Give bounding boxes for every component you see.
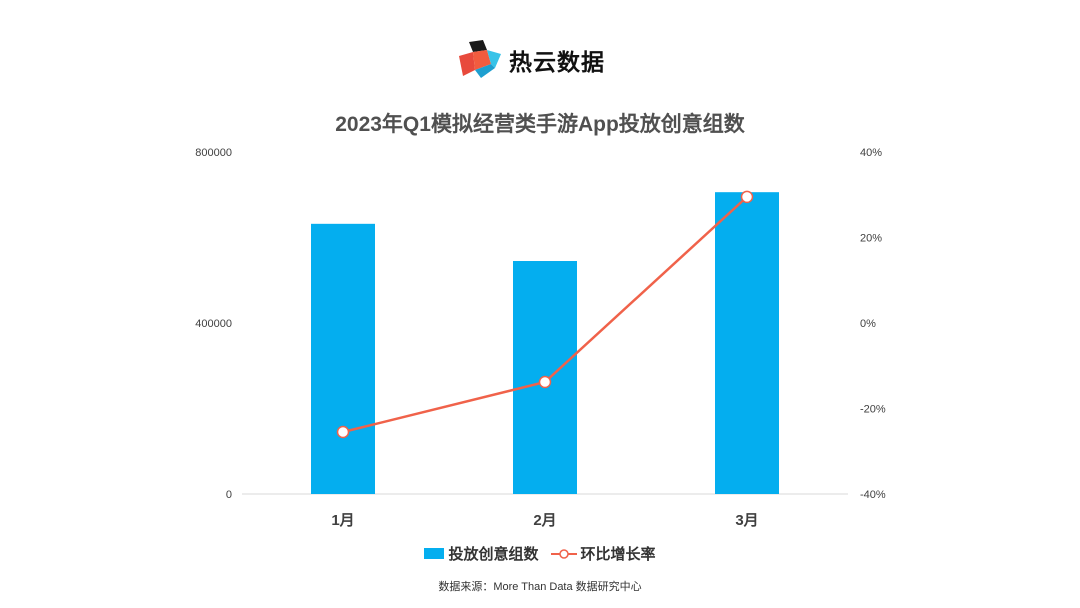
right-axis-tick-label: 20% — [860, 233, 882, 245]
data-source-note: 数据来源：More Than Data 数据研究中心 — [438, 581, 642, 593]
left-axis-tick-label: 0 — [226, 489, 232, 501]
growth-rate-point — [538, 375, 552, 389]
x-axis-category-label: 3月 — [735, 512, 758, 529]
brand-cube-icon — [459, 40, 501, 78]
legend-bar-swatch — [424, 548, 445, 559]
x-axis-category-label: 2月 — [533, 512, 556, 529]
brand-logo: 热云数据 — [455, 38, 605, 82]
growth-rate-point — [336, 425, 350, 439]
right-axis-tick-label: -20% — [860, 404, 886, 416]
chart-legend: 投放创意组数 环比增长率 — [0, 543, 1080, 564]
right-axis-tick-label: 40% — [860, 147, 882, 159]
bar — [311, 223, 375, 494]
chart-title: 2023年Q1模拟经营类手游App投放创意组数 — [335, 113, 745, 136]
right-axis-tick-label: 0% — [860, 318, 876, 330]
x-axis-category-label: 1月 — [331, 512, 354, 529]
legend-line-swatch — [550, 548, 577, 559]
growth-rate-point — [740, 190, 754, 204]
brand-name: 热云数据 — [509, 49, 605, 75]
left-axis-tick-label: 800000 — [195, 147, 232, 159]
legend-line-label: 环比增长率 — [580, 546, 656, 563]
combo-chart: 0 400000 800000 -40% -20% 0% 20% 40% 1月 2月 3月 — [195, 147, 886, 529]
left-axis-tick-label: 400000 — [195, 318, 232, 330]
right-axis-tick-label: -40% — [860, 489, 886, 501]
legend-item-bars: 投放创意组数 — [424, 543, 539, 564]
legend-item-line: 环比增长率 — [550, 543, 656, 564]
legend-bar-label: 投放创意组数 — [448, 546, 539, 563]
bar — [715, 192, 779, 494]
